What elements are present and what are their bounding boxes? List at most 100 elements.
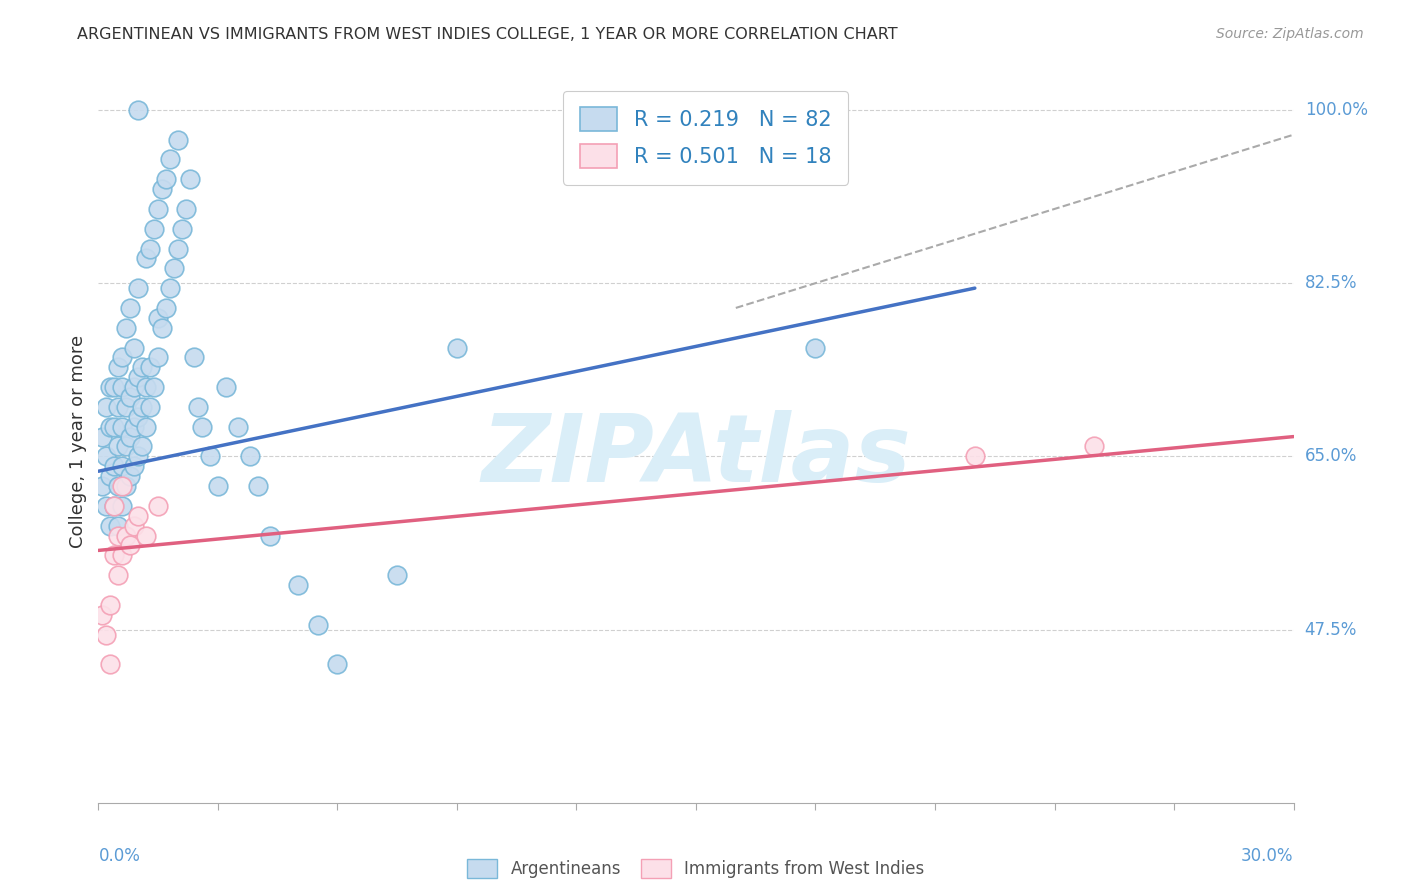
Point [124, 380, 146, 394]
Point [107, 440, 129, 454]
Y-axis label: College, 1 year or more: College, 1 year or more [69, 335, 87, 548]
Point [159, 153, 181, 167]
Point [98, 419, 122, 434]
Point [139, 360, 162, 375]
Point [148, 310, 170, 325]
Point [98, 380, 122, 394]
Point [124, 459, 146, 474]
Point [111, 549, 134, 563]
Point [139, 400, 162, 414]
Point [120, 429, 142, 443]
Point [139, 242, 162, 256]
Point [107, 360, 129, 375]
Point [98, 518, 122, 533]
Point [187, 400, 209, 414]
Point [135, 419, 157, 434]
Point [198, 450, 221, 464]
Point [115, 528, 138, 542]
Point [127, 450, 149, 464]
Point [120, 390, 142, 404]
Point [148, 499, 170, 513]
Point [259, 528, 281, 542]
Point [159, 281, 181, 295]
Point [98, 657, 122, 672]
Point [143, 380, 166, 394]
Point [385, 568, 409, 582]
Point [115, 440, 138, 454]
Point [1083, 440, 1105, 454]
Point [107, 528, 129, 542]
Point [103, 499, 125, 513]
Point [150, 320, 173, 334]
Text: 30.0%: 30.0% [1241, 847, 1294, 865]
Point [91, 479, 114, 493]
Point [107, 400, 129, 414]
Point [207, 479, 229, 493]
Point [107, 518, 129, 533]
Point [120, 469, 142, 483]
Point [98, 598, 122, 612]
Point [111, 351, 134, 365]
Point [111, 419, 134, 434]
Point [127, 281, 149, 295]
Point [111, 459, 134, 474]
Point [127, 103, 149, 117]
Point [135, 380, 157, 394]
Point [115, 479, 138, 493]
Point [111, 499, 134, 513]
Point [150, 182, 173, 196]
Point [246, 479, 269, 493]
Point [124, 341, 146, 355]
Point [446, 341, 468, 355]
Point [148, 202, 170, 216]
Point [167, 133, 190, 147]
Point [174, 202, 197, 216]
Point [96, 627, 118, 641]
Text: ARGENTINEAN VS IMMIGRANTS FROM WEST INDIES COLLEGE, 1 YEAR OR MORE CORRELATION C: ARGENTINEAN VS IMMIGRANTS FROM WEST INDI… [77, 27, 898, 42]
Point [111, 380, 134, 394]
Point [143, 221, 166, 235]
Point [155, 301, 177, 315]
Point [226, 419, 249, 434]
Point [135, 252, 157, 266]
Point [148, 351, 170, 365]
Point [96, 499, 118, 513]
Point [124, 419, 146, 434]
Text: 47.5%: 47.5% [1305, 621, 1357, 639]
Point [287, 578, 309, 592]
Point [96, 400, 118, 414]
Point [183, 351, 205, 365]
Point [124, 518, 146, 533]
Text: 65.0%: 65.0% [1305, 448, 1357, 466]
Point [107, 568, 129, 582]
Point [326, 657, 349, 672]
Point [131, 440, 153, 454]
Point [103, 499, 125, 513]
Point [103, 419, 125, 434]
Point [98, 469, 122, 483]
Text: ZIPAtlas: ZIPAtlas [481, 410, 911, 502]
Text: 0.0%: 0.0% [98, 847, 141, 865]
Point [239, 450, 262, 464]
Point [155, 172, 177, 186]
Point [135, 528, 157, 542]
Point [307, 617, 329, 632]
Point [120, 539, 142, 553]
Point [179, 172, 201, 186]
Legend: Argentineans, Immigrants from West Indies: Argentineans, Immigrants from West Indie… [458, 851, 934, 887]
Point [103, 380, 125, 394]
Point [191, 419, 214, 434]
Point [172, 221, 194, 235]
Point [963, 450, 986, 464]
Point [131, 400, 153, 414]
Point [107, 479, 129, 493]
Point [804, 341, 827, 355]
Text: 100.0%: 100.0% [1305, 101, 1368, 119]
Text: Source: ZipAtlas.com: Source: ZipAtlas.com [1216, 27, 1364, 41]
Point [115, 400, 138, 414]
Point [127, 370, 149, 384]
Point [215, 380, 238, 394]
Point [127, 409, 149, 424]
Point [103, 549, 125, 563]
Point [96, 450, 118, 464]
